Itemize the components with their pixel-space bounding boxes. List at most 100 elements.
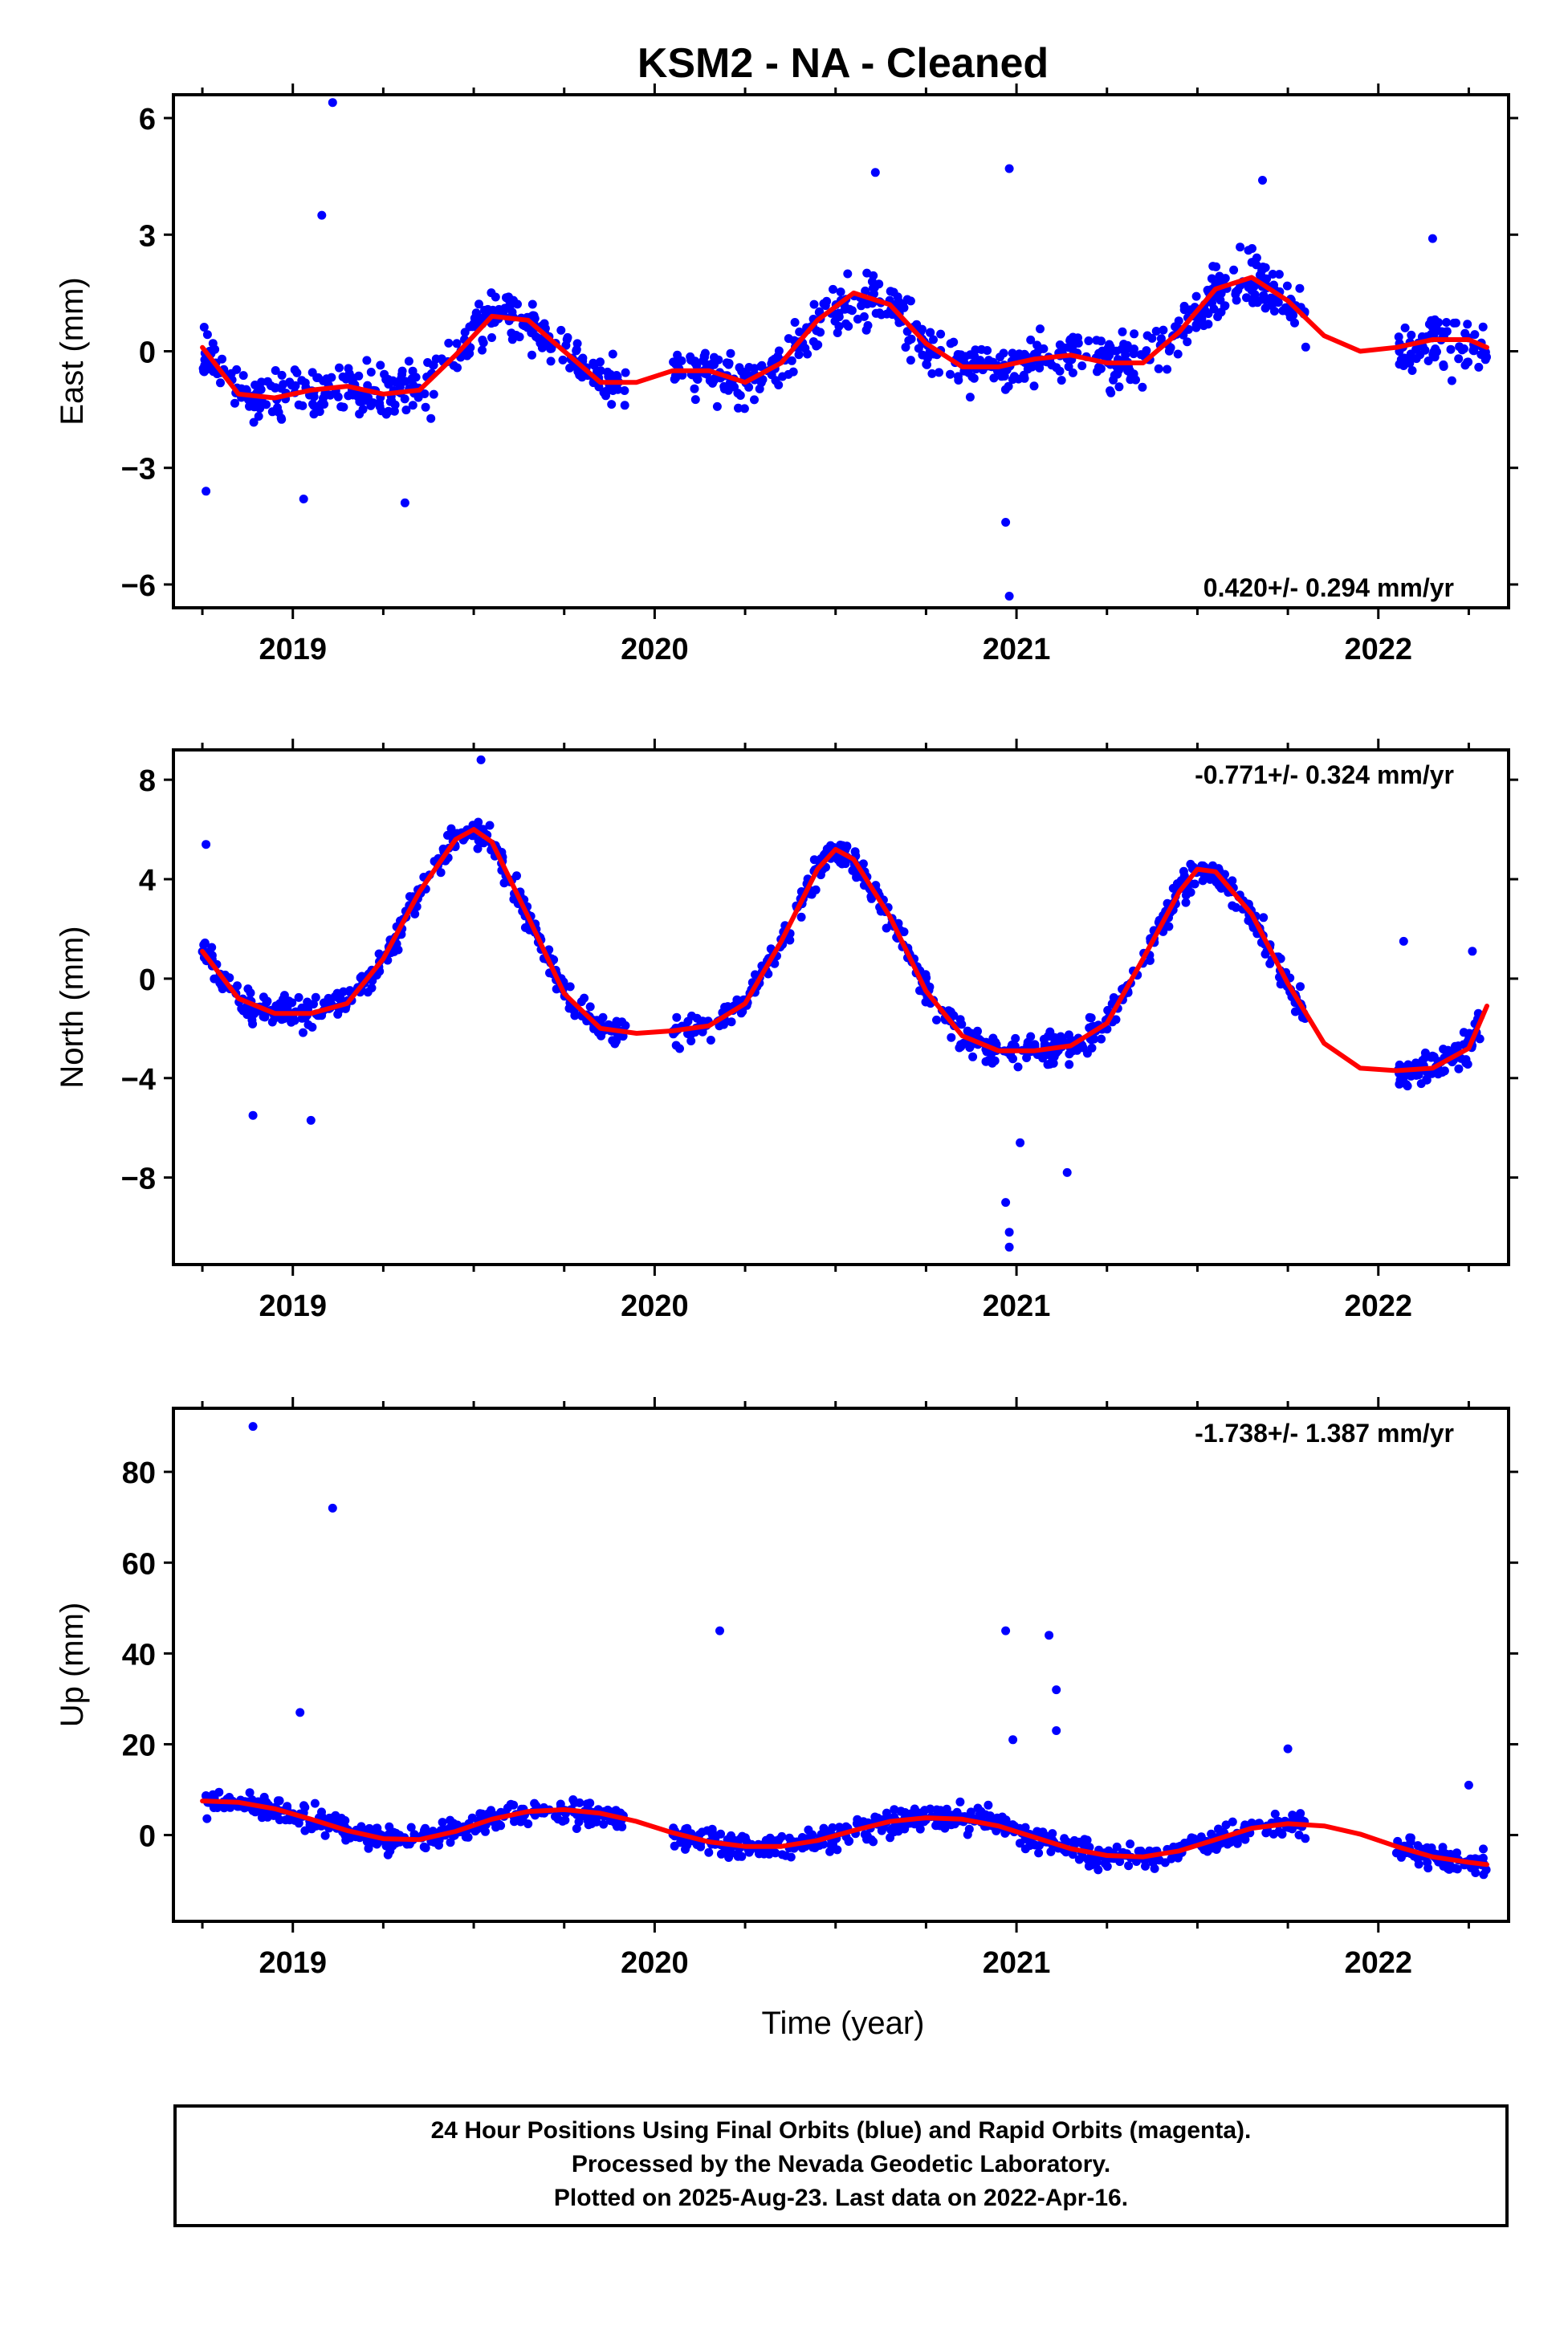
outlier-point (248, 1422, 258, 1432)
data-point (1212, 262, 1221, 271)
data-point (1454, 354, 1464, 364)
data-point (363, 988, 373, 997)
data-point (426, 413, 436, 423)
data-point (922, 360, 931, 369)
data-point (461, 1832, 470, 1842)
y-tick-label: −4 (121, 1063, 156, 1097)
data-point (474, 836, 483, 845)
data-point (1301, 342, 1310, 352)
data-point (507, 335, 517, 344)
outlier-point (1062, 1167, 1072, 1177)
data-point (1407, 366, 1417, 375)
data-point (474, 817, 483, 827)
data-point (704, 1847, 714, 1857)
data-point (1207, 1829, 1216, 1839)
data-point (1191, 320, 1201, 329)
outlier-point (1001, 518, 1011, 527)
data-point (946, 369, 955, 379)
data-point (383, 1850, 393, 1860)
y-tick-label: 80 (122, 1456, 156, 1490)
data-point (821, 301, 830, 311)
data-point (299, 1028, 307, 1037)
data-point (734, 403, 743, 413)
x-tick-label: 2020 (621, 1289, 689, 1323)
data-point (259, 1792, 269, 1802)
rate-label: 0.420+/- 0.294 mm/yr (1203, 573, 1454, 602)
data-point (1112, 1842, 1122, 1851)
y-tick-label: −6 (121, 569, 156, 603)
data-point (263, 996, 272, 1006)
data-point (1046, 1847, 1056, 1856)
data-point (819, 1823, 829, 1833)
data-point (294, 992, 303, 1002)
data-point (308, 399, 317, 409)
data-point (815, 307, 825, 316)
data-point (249, 418, 259, 427)
data-point (965, 1043, 975, 1053)
data-point (889, 287, 898, 297)
data-point (1078, 1852, 1088, 1862)
footer-line-3: Plotted on 2025-Aug-23. Last data on 202… (553, 2185, 1129, 2211)
data-point (1270, 1809, 1280, 1819)
data-point (358, 405, 368, 414)
data-point (277, 414, 287, 424)
data-point (380, 369, 389, 379)
data-point (287, 381, 296, 390)
data-point (1276, 980, 1285, 989)
data-point (583, 1815, 593, 1825)
outlier-point (870, 168, 880, 177)
data-point (1106, 388, 1116, 397)
data-point (843, 269, 853, 279)
data-point (1220, 274, 1230, 283)
data-point (1141, 1861, 1150, 1871)
data-point (1214, 1824, 1223, 1834)
data-point (453, 363, 462, 373)
data-point (271, 383, 280, 393)
data-point (245, 1788, 255, 1798)
data-point (906, 356, 915, 365)
data-point (1065, 1060, 1074, 1069)
data-point (1250, 293, 1259, 303)
data-point (1422, 1074, 1432, 1084)
data-point (1156, 334, 1166, 344)
data-point (257, 1813, 267, 1823)
data-point (297, 1013, 307, 1023)
data-point (1164, 922, 1174, 931)
data-point (1233, 285, 1243, 295)
data-point (608, 349, 617, 359)
data-point (969, 373, 979, 383)
data-point (1084, 1861, 1094, 1871)
data-point (787, 356, 796, 365)
data-point (202, 330, 212, 340)
data-point (890, 1805, 899, 1815)
data-point (1008, 1041, 1016, 1049)
data-point (1273, 298, 1283, 308)
data-point (267, 407, 277, 417)
y-axis-title: North (mm) (55, 926, 90, 1088)
data-point (724, 359, 734, 368)
data-point (1013, 1062, 1023, 1072)
data-point (750, 395, 759, 405)
data-point (1236, 242, 1245, 252)
data-point (932, 1015, 941, 1024)
outlier-point (328, 1503, 337, 1513)
data-point (985, 1811, 995, 1821)
outlier-point (1004, 1228, 1014, 1237)
data-point (723, 1002, 732, 1012)
data-point (1119, 340, 1129, 349)
data-point (598, 1012, 608, 1022)
outlier-point (1464, 1780, 1473, 1790)
data-point (1424, 320, 1434, 329)
data-point (1296, 1809, 1305, 1819)
data-point (790, 318, 800, 327)
data-point (574, 1817, 584, 1827)
data-point (338, 372, 348, 381)
data-point (833, 328, 842, 337)
data-point (863, 320, 873, 330)
data-point (836, 287, 845, 297)
data-point (311, 992, 320, 1002)
data-point (202, 1791, 210, 1800)
data-points (202, 1422, 1491, 1880)
data-point (777, 1831, 787, 1841)
